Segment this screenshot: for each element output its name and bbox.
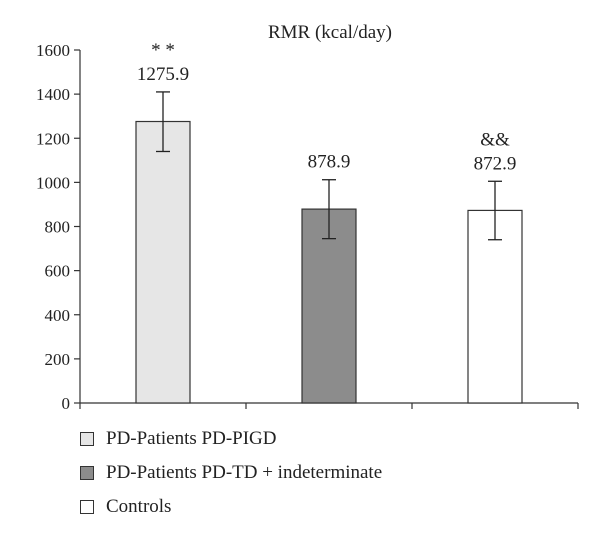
x-axis [79, 402, 579, 409]
bar-chart: RMR (kcal/day) 0 200 400 600 800 1000 1200 1400… [36, 22, 579, 413]
bar [467, 209, 523, 404]
bar [135, 120, 191, 404]
y-tick-label: 1000 [36, 173, 70, 192]
bars-group: 1275.9 * * 878.9 872.9 && [135, 40, 523, 404]
legend-label-controls: Controls [106, 496, 172, 517]
data-label: 878.9 [308, 152, 351, 173]
legend-swatch-td [80, 466, 94, 480]
y-tick-label: 1600 [36, 41, 70, 60]
legend-swatch-pigd [80, 432, 94, 446]
data-label: 1275.9 [137, 64, 189, 85]
y-tick-label: 1400 [36, 85, 70, 104]
significance-annotation: && [480, 129, 510, 150]
chart-title: RMR (kcal/day) [268, 22, 392, 43]
y-axis: 0 200 400 600 800 1000 1200 1400 1600 [36, 41, 81, 413]
legend: PD-Patients PD-PIGD PD-Patients PD-TD + … [80, 422, 382, 524]
y-tick-label: 1200 [36, 129, 70, 148]
significance-annotation: * * [151, 40, 175, 61]
data-label: 872.9 [474, 153, 517, 174]
y-tick-label: 600 [45, 262, 71, 281]
legend-item-td: PD-Patients PD-TD + indeterminate [80, 456, 382, 490]
legend-label-pigd: PD-Patients PD-PIGD [106, 428, 277, 449]
y-tick-label: 800 [45, 218, 71, 237]
legend-item-pigd: PD-Patients PD-PIGD [80, 422, 382, 456]
y-tick-label: 400 [45, 306, 71, 325]
legend-label-td: PD-Patients PD-TD + indeterminate [106, 462, 383, 483]
legend-swatch-controls [80, 500, 94, 514]
y-tick-label: 200 [45, 350, 71, 369]
y-tick-label: 0 [62, 394, 71, 413]
legend-item-controls: Controls [80, 490, 382, 524]
